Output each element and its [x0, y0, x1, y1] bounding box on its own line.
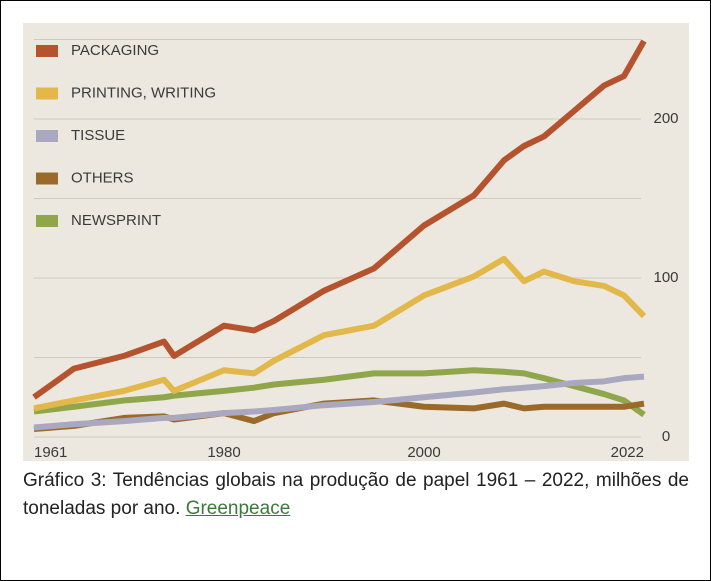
legend-label: PRINTING, WRITING: [71, 84, 216, 101]
chart: 0 100 200 1961 1980 2000 2022 PACKAGING PRINTING…: [23, 23, 689, 461]
series-line: [33, 373, 645, 431]
legend-label: OTHERS: [71, 169, 134, 186]
y-tick-label: 100: [653, 269, 678, 286]
series-line: [32, 39, 647, 400]
x-tick-label: 1980: [207, 444, 240, 461]
legend-swatch: [36, 130, 58, 142]
y-tick-label: 200: [653, 110, 678, 127]
x-tick-label: 2000: [407, 444, 440, 461]
x-tick-label: 1961: [34, 444, 67, 461]
legend-swatch: [36, 172, 58, 185]
caption: Gráfico 3: Tendências globais na produçã…: [23, 467, 689, 523]
caption-text: Gráfico 3: Tendências globais na produçã…: [23, 470, 689, 519]
legend-label: PACKAGING: [71, 42, 159, 59]
y-tick-label: 0: [662, 428, 670, 445]
x-tick-label: 2022: [611, 444, 644, 461]
source-link[interactable]: Greenpeace: [185, 498, 291, 519]
legend-label: NEWSPRINT: [71, 212, 161, 229]
series-line: [33, 255, 647, 412]
legend-swatch: [36, 215, 58, 227]
legend-swatch: [36, 87, 58, 100]
series-line: [33, 367, 646, 418]
legend-label: TISSUE: [71, 127, 125, 144]
legend-swatch: [36, 45, 58, 57]
